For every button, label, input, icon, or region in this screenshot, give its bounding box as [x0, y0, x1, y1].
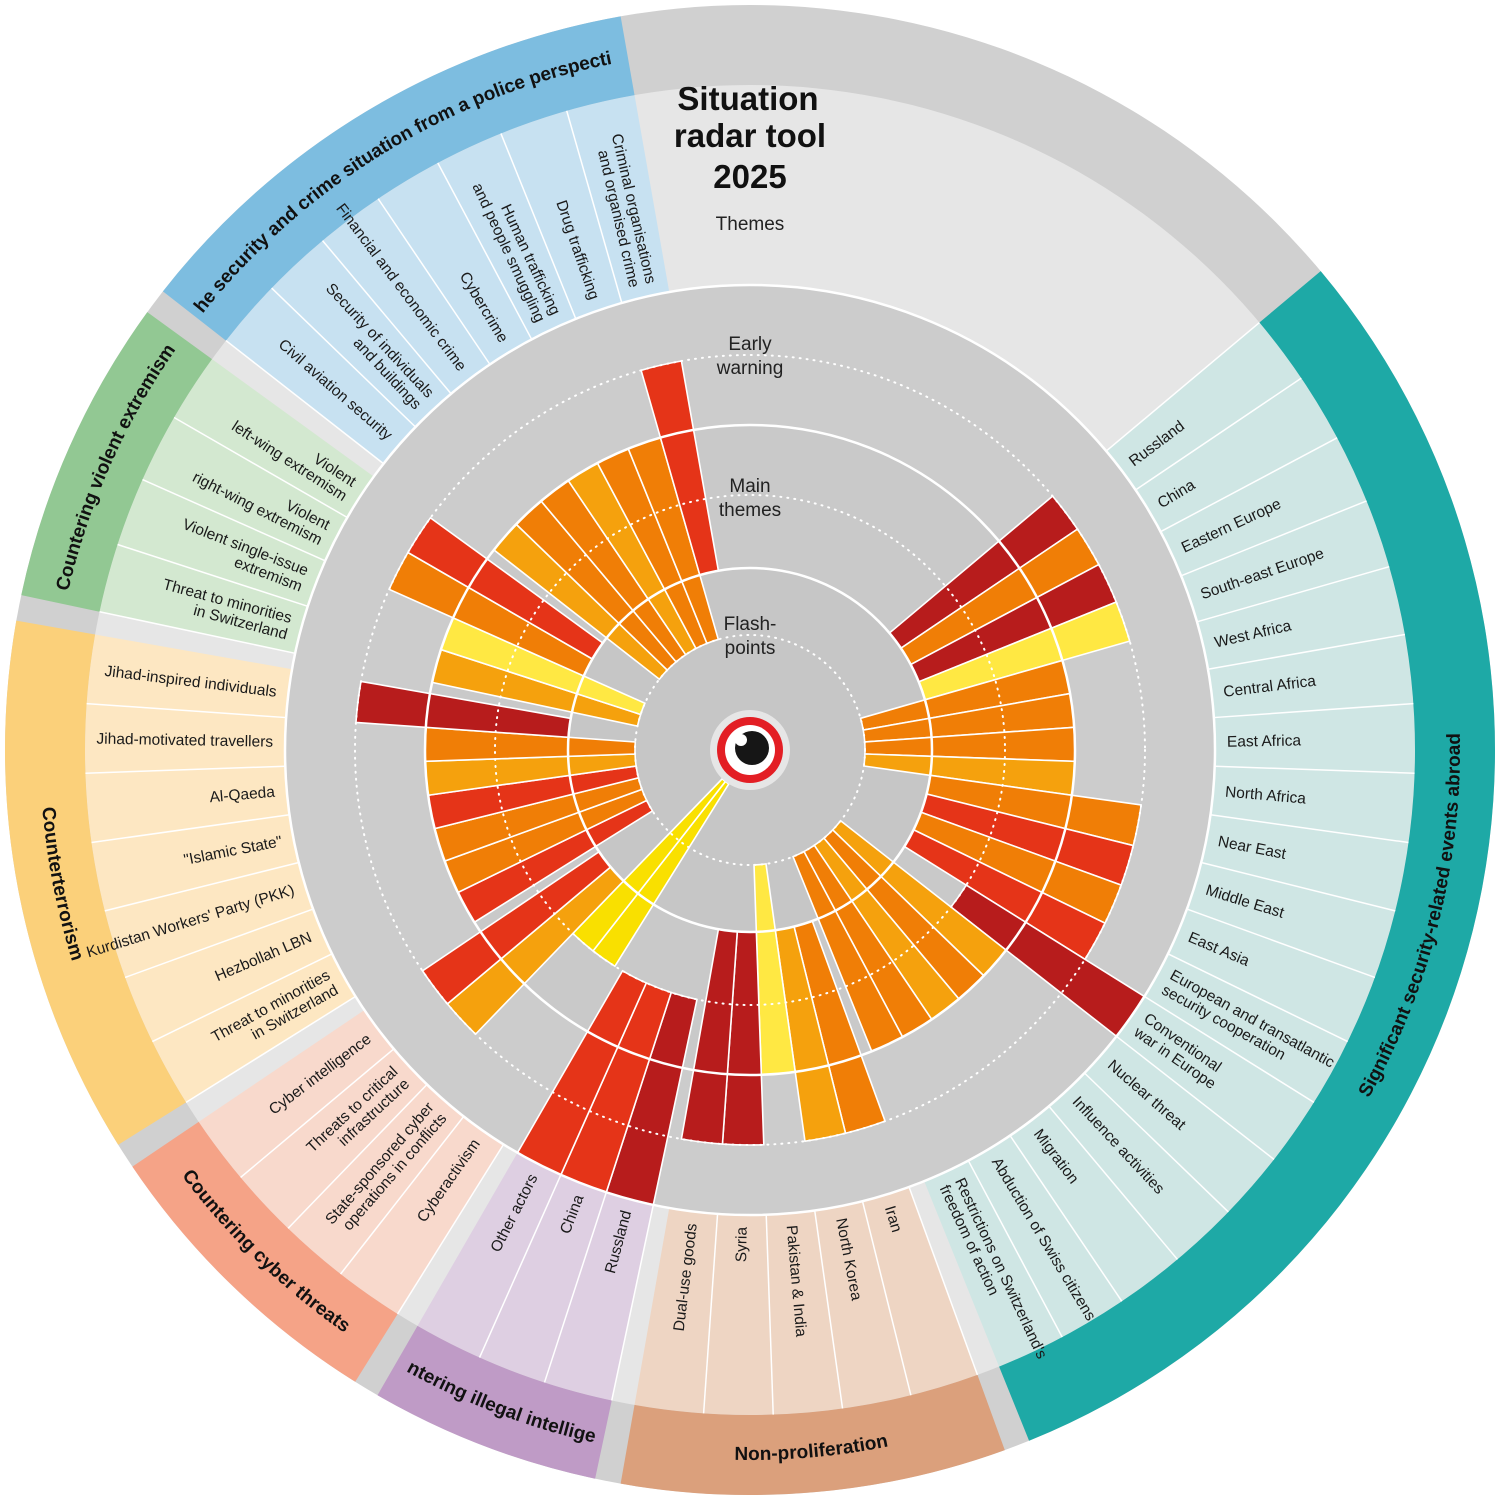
topic-label-east-africa: East Africa	[1227, 732, 1302, 750]
topic-divider	[1186, 908, 1376, 979]
group-ring-the-security-and-crime-situation-from-a-police-perspective	[162, 16, 635, 341]
topic-divider	[173, 416, 348, 519]
topic-divider	[565, 110, 623, 304]
group-ring-countering-violent-extremism	[21, 312, 213, 612]
title-line-2: radar tool	[674, 117, 826, 154]
topic-divider	[1143, 995, 1315, 1104]
dotted-grid-circle	[634, 634, 866, 866]
topic-divider	[861, 1201, 912, 1396]
topic-divider	[321, 240, 452, 395]
topic-divider	[702, 1213, 719, 1414]
group-bg-significant-security-related-events-abroad	[924, 322, 1415, 1367]
topic-divider	[124, 908, 314, 979]
topic-divider	[1210, 813, 1409, 844]
topic-divider	[86, 702, 287, 719]
topic-divider	[396, 1143, 505, 1315]
title-line-3: 2025	[713, 158, 786, 195]
topic-divider	[611, 1204, 655, 1401]
topic-divider	[1167, 953, 1349, 1043]
zone-early-label-1: Early	[728, 334, 772, 355]
dotted-grid-circle	[494, 494, 1006, 1006]
topic-divider	[1213, 702, 1414, 719]
topic-divider	[117, 543, 308, 608]
topic-divider	[437, 162, 533, 340]
topic-divider	[908, 1186, 979, 1376]
zone-flash-label-1: Flash-	[724, 614, 777, 635]
group-bg-non-proliferation	[634, 1186, 978, 1416]
topic-divider	[1201, 861, 1396, 912]
group-bg-countering-illegal-intelligence	[417, 1152, 654, 1401]
topic-label-syria: Syria	[733, 1226, 751, 1262]
topic-divider	[765, 1214, 774, 1415]
center-eye-icon	[717, 717, 783, 783]
topic-label-jihad-motivated-travellers: Jihad-motivated travellers	[96, 731, 273, 751]
topic-divider	[142, 478, 326, 562]
topic-divider	[1214, 765, 1415, 774]
topic-divider	[185, 995, 357, 1104]
topic-divider	[1048, 1105, 1179, 1260]
topic-divider	[1196, 565, 1390, 623]
topic-divider	[813, 1210, 844, 1409]
zone-boundary-circle	[283, 283, 1217, 1217]
topic-divider	[478, 1174, 562, 1358]
zone-flash-label-2: points	[725, 638, 776, 659]
group-ring-counterterrorism	[5, 620, 187, 1145]
topic-divider	[500, 133, 577, 320]
topic-divider	[967, 1160, 1063, 1338]
zone-main-label-2: themes	[719, 500, 781, 521]
topic-divider	[225, 339, 385, 465]
topic-label-al-qaeda: Al-Qaeda	[209, 784, 276, 807]
group-ring-countering-illegal-intelligence	[377, 1325, 612, 1479]
zone-labels: Themes Early warning Main themes Flash- …	[716, 214, 785, 659]
topic-divider	[240, 1048, 395, 1179]
topic-divider	[85, 765, 286, 774]
topic-divider	[1009, 1135, 1123, 1302]
group-ring-non-proliferation	[620, 1374, 1005, 1495]
zone-main-label-1: Main	[729, 476, 770, 497]
group-bg-the-security-and-crime-situation-from-a-police-perspective	[225, 95, 670, 464]
group-ring-significant-security-related-events-abroad	[999, 271, 1495, 1441]
zone-themes-label: Themes	[716, 214, 785, 235]
zone-boundary-circle	[566, 566, 934, 934]
topic-divider	[1115, 1035, 1275, 1161]
topic-divider	[1083, 1072, 1229, 1213]
topic-divider	[377, 198, 491, 365]
topic-divider	[104, 861, 299, 912]
group-ring-countering-cyber-threats	[132, 1121, 398, 1382]
topic-divider	[271, 287, 417, 428]
group-bg-counterterrorism	[84, 634, 356, 1103]
topic-divider	[1105, 321, 1260, 452]
topic-divider	[543, 1192, 608, 1383]
topic-divider	[1207, 633, 1406, 670]
topic-divider	[287, 1083, 428, 1229]
group-bg-countering-violent-extremism	[99, 359, 374, 654]
radar-title: Situation radar tool 2025	[674, 80, 826, 195]
topic-divider	[151, 953, 333, 1043]
title-line-1: Situation	[677, 80, 818, 117]
topic-divider	[1180, 500, 1367, 577]
zone-boundary-circle	[423, 423, 1077, 1077]
dotted-grid-circle	[354, 354, 1146, 1146]
zone-early-label-2: warning	[716, 358, 784, 379]
topic-divider	[91, 813, 290, 844]
topic-divider	[1135, 377, 1302, 491]
topic-divider	[339, 1115, 465, 1275]
topic-divider	[99, 611, 296, 655]
topic-divider	[1160, 437, 1338, 533]
